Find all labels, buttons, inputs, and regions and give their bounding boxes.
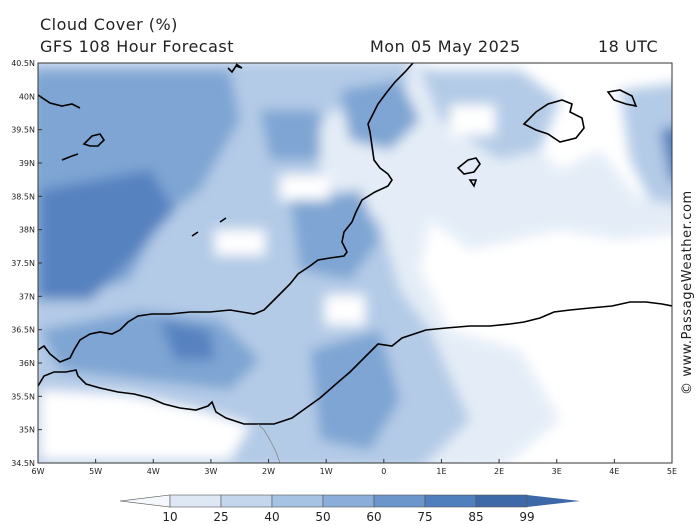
cloud-region-medium-east	[420, 70, 672, 205]
colorbar-right-arrow	[527, 495, 580, 507]
lon-label: 5E	[667, 467, 677, 476]
colorbar-segment	[424, 494, 477, 508]
forecast-time: 18 UTC	[598, 37, 659, 56]
coastlines	[38, 63, 672, 425]
lon-label: 3E	[552, 467, 562, 476]
lat-label: 39.5N	[11, 126, 35, 135]
map-area	[38, 63, 672, 463]
coast-spain-atlantic	[38, 94, 81, 109]
colorbar-segment	[475, 494, 528, 508]
colorbar-label: 60	[366, 510, 381, 524]
lon-label: 1E	[436, 467, 446, 476]
latitude-axis: 40.5N 40N 39.5N 39N 38.5N 38N 37.5N 37N 36.5N 36N…	[11, 59, 42, 468]
cloud-clear-hole-1	[215, 230, 265, 255]
colorbar-label: 99	[519, 510, 534, 524]
lon-label: 4W	[147, 467, 160, 476]
copyright-text: © www.PassageWeather.com	[680, 190, 695, 395]
lat-label: 40.5N	[11, 59, 35, 68]
colorbar-left-arrow	[119, 494, 171, 508]
colorbar-label: 40	[264, 510, 279, 524]
lat-label: 36N	[19, 359, 35, 368]
coast-mallorca	[522, 99, 585, 143]
colorbar-label: 25	[213, 510, 228, 524]
lat-label: 38N	[19, 226, 35, 235]
lon-label: 5W	[89, 467, 102, 476]
lat-label: 39N	[19, 159, 35, 168]
cloud-clear-hole-3	[40, 105, 495, 460]
colorbar-segment	[322, 494, 375, 508]
forecast-date: Mon 05 May 2025	[370, 37, 521, 56]
lon-label: 3W	[204, 467, 217, 476]
coast-cap-nord	[227, 63, 243, 74]
colorbar-label: 85	[468, 510, 483, 524]
lon-label: 1W	[320, 467, 333, 476]
cloud-region-dense	[40, 170, 175, 300]
colorbar-segment	[271, 494, 324, 508]
coast-menorca	[606, 89, 638, 108]
lon-label: 2W	[262, 467, 275, 476]
lat-label: 37N	[19, 292, 35, 301]
colorbar: 10 25 40 50 60 75 85 99	[119, 494, 580, 524]
longitude-axis: 6W 5W 4W 3W 2W 1W 0 1E 2E 3E 4E 5E	[32, 459, 677, 476]
lat-label: 36.5N	[11, 326, 35, 335]
map-title: Cloud Cover (%)	[40, 15, 178, 34]
coast-portugal-bits	[61, 133, 106, 161]
lat-label: 35.5N	[11, 392, 35, 401]
border-algeria-morocco	[257, 423, 281, 463]
coast-ibiza	[456, 157, 481, 188]
lat-label: 34.5N	[11, 459, 35, 468]
colorbar-label: 10	[162, 510, 177, 524]
map-subtitle: GFS 108 Hour Forecast	[40, 37, 235, 56]
lon-label: 2E	[494, 467, 504, 476]
lon-label: 0	[381, 467, 386, 476]
cloud-field	[38, 63, 672, 463]
cloud-region-heavy-center	[290, 190, 400, 450]
colorbar-label: 50	[315, 510, 330, 524]
colorbar-label: 75	[417, 510, 432, 524]
coast-alboran	[191, 217, 227, 237]
colorbar-segment	[373, 494, 426, 508]
lon-label: 6W	[32, 467, 45, 476]
lat-label: 35N	[19, 426, 35, 435]
colorbar-segment	[220, 494, 273, 508]
colorbar-segment	[169, 494, 222, 508]
coast-morocco-algeria	[38, 301, 672, 425]
cloud-clear-hole-2	[280, 175, 365, 325]
lon-label: 4E	[609, 467, 619, 476]
coast-spain-mediterranean	[38, 63, 414, 363]
lat-label: 38.5N	[11, 192, 35, 201]
lat-label: 37.5N	[11, 259, 35, 268]
lat-label: 40N	[19, 92, 35, 101]
